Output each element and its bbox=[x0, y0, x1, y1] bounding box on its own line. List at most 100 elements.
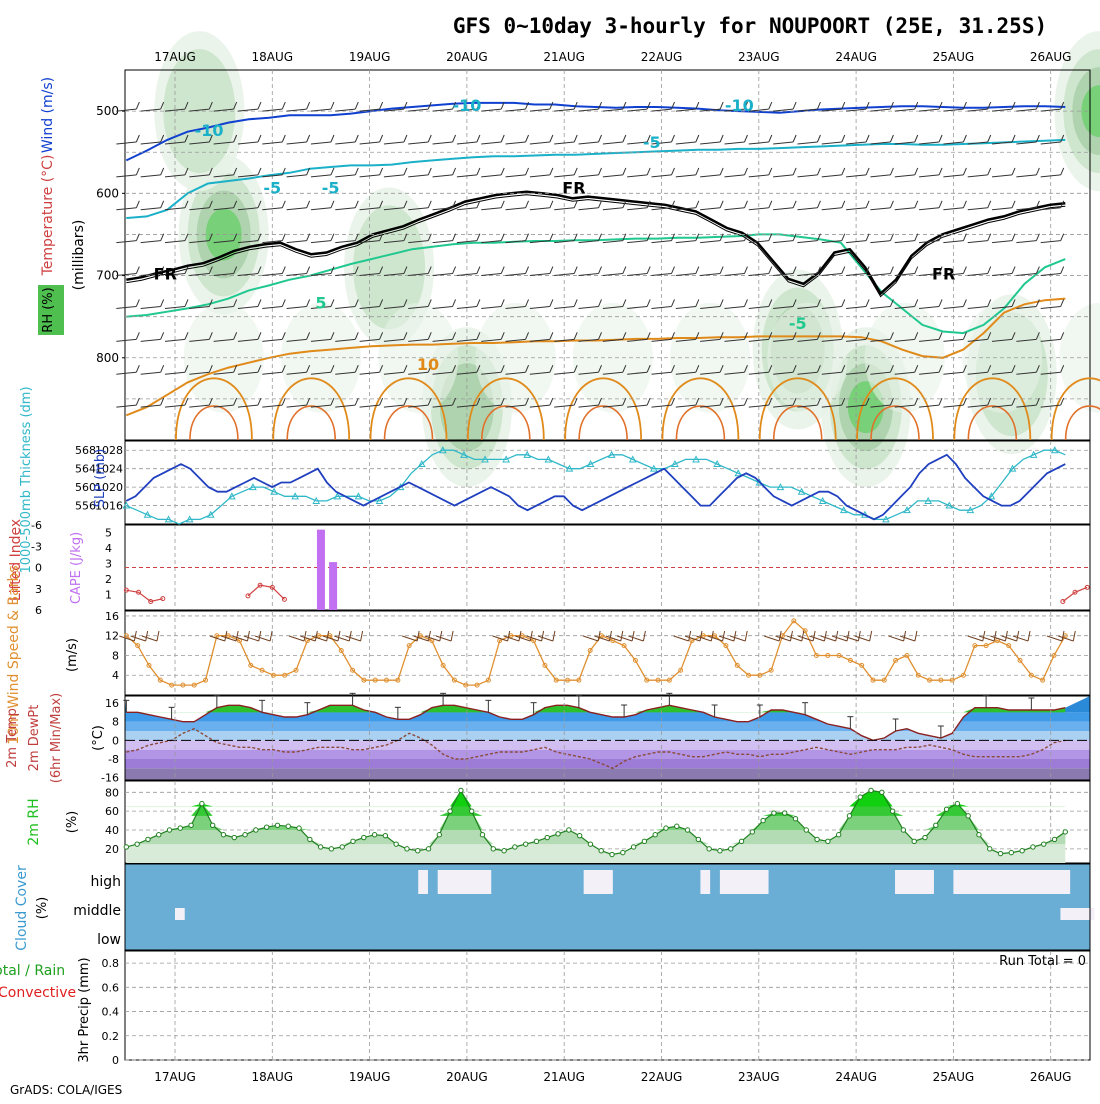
wind-barb bbox=[578, 207, 599, 211]
wind-barb bbox=[914, 365, 919, 373]
precip-tick: 0.2 bbox=[102, 1030, 120, 1043]
temp-band bbox=[125, 721, 1090, 731]
wind-barb bbox=[870, 141, 891, 145]
wind-barb bbox=[452, 233, 457, 241]
wind-barb bbox=[675, 141, 696, 145]
wind-barb bbox=[846, 371, 867, 375]
wind-barb bbox=[525, 200, 530, 208]
wind-barb bbox=[792, 233, 797, 241]
wind-barb bbox=[1035, 365, 1040, 373]
wind-barb bbox=[549, 332, 554, 340]
wind-barb bbox=[427, 365, 432, 373]
wind-barb bbox=[938, 365, 943, 373]
wind-barb bbox=[919, 174, 940, 178]
wind-barb bbox=[865, 365, 870, 373]
rh-marker bbox=[199, 800, 205, 807]
wind-marker bbox=[191, 682, 197, 688]
wind-barb bbox=[335, 174, 356, 178]
wind-barb bbox=[184, 101, 189, 110]
wind-barb bbox=[335, 273, 356, 277]
wind-barb bbox=[330, 200, 335, 208]
wind-barb bbox=[651, 404, 672, 408]
wind-barb bbox=[602, 207, 623, 211]
thickness-tick: 556 bbox=[75, 500, 96, 513]
wind-barb bbox=[1035, 266, 1040, 274]
wind-barb bbox=[627, 108, 648, 112]
wind-barb bbox=[578, 305, 599, 309]
wind-barb bbox=[213, 371, 234, 375]
wind-barb bbox=[549, 101, 554, 110]
wind-barb bbox=[598, 167, 602, 176]
wind-tick: 12 bbox=[105, 630, 119, 643]
wind-barb bbox=[841, 299, 846, 307]
wind-barb bbox=[967, 371, 988, 375]
rh-panel: 80 60 40 20 2m RH (%) bbox=[26, 780, 1091, 864]
surface-barb bbox=[718, 635, 735, 642]
wind-barb bbox=[281, 101, 286, 110]
wind-barb bbox=[140, 338, 161, 342]
wind-barb bbox=[773, 174, 794, 178]
wind-barb bbox=[1040, 174, 1061, 178]
wind-barb bbox=[354, 397, 359, 406]
wind-barb bbox=[967, 273, 988, 277]
wind-barb bbox=[335, 371, 356, 375]
wind-barb bbox=[262, 207, 283, 211]
thickness-line bbox=[126, 449, 1066, 525]
wind-marker bbox=[632, 657, 638, 663]
wind-barb bbox=[335, 404, 356, 408]
wind-barb bbox=[797, 108, 818, 112]
wind-barb bbox=[481, 174, 502, 178]
wind-barb bbox=[719, 200, 724, 208]
wind-barb bbox=[233, 299, 238, 307]
wind-marker bbox=[655, 677, 661, 683]
thickness-marker bbox=[143, 510, 152, 518]
wind-marker bbox=[927, 677, 933, 683]
wind-barb bbox=[529, 240, 550, 244]
thickness-marker bbox=[818, 496, 827, 504]
wind-barb bbox=[1060, 332, 1065, 340]
contour-label: -5 bbox=[263, 178, 281, 197]
wind-barb bbox=[403, 200, 408, 208]
rh-marker bbox=[587, 841, 594, 847]
wind-barb bbox=[525, 397, 530, 406]
wind-barb bbox=[160, 266, 165, 274]
thickness-marker bbox=[565, 464, 574, 472]
wind-barb bbox=[330, 397, 335, 406]
wind-barb bbox=[1040, 207, 1061, 211]
wind-barb bbox=[646, 134, 651, 143]
wind-barb bbox=[602, 108, 623, 112]
wind-marker bbox=[203, 677, 209, 683]
pressure-tick: 700 bbox=[96, 269, 119, 283]
wind-barb bbox=[257, 332, 262, 340]
wind-barb bbox=[598, 365, 602, 373]
rh-legend-label: RH (%) bbox=[41, 287, 56, 332]
panel-frame bbox=[124, 950, 1091, 1061]
wind-barb bbox=[962, 233, 967, 241]
rh-marker bbox=[156, 832, 162, 838]
isotherm-arc bbox=[481, 405, 531, 441]
wind-barb bbox=[987, 332, 992, 340]
wind-barb bbox=[1011, 365, 1016, 373]
wind-barb bbox=[1060, 299, 1065, 307]
thickness-marker bbox=[966, 506, 975, 514]
wind-barb bbox=[1016, 240, 1037, 244]
wind-barb bbox=[821, 273, 842, 277]
thickness-marker bbox=[354, 492, 363, 500]
wind-barb bbox=[962, 101, 967, 110]
wind-barb bbox=[184, 200, 189, 208]
wind-barb bbox=[529, 371, 550, 375]
wind-barb bbox=[456, 371, 477, 375]
wind-barb bbox=[821, 404, 842, 408]
wind-barb bbox=[505, 240, 526, 244]
wind-barb bbox=[164, 273, 186, 277]
wind-barb bbox=[792, 365, 797, 373]
wind-barb bbox=[135, 233, 140, 241]
date-tick-bottom: 26AUG bbox=[1030, 1070, 1072, 1084]
wind-barb bbox=[184, 332, 189, 340]
wind-barb bbox=[529, 141, 550, 145]
wind-barb bbox=[598, 332, 602, 340]
wind-barb bbox=[529, 404, 550, 408]
wind-barb bbox=[578, 240, 599, 244]
wind-barb bbox=[894, 273, 915, 277]
wind-barb bbox=[744, 101, 748, 110]
